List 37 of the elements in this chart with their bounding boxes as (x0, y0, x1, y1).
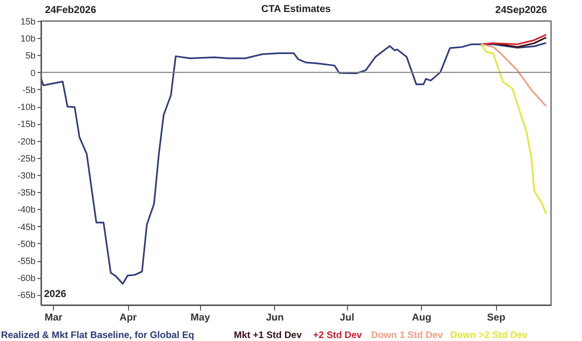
text: Down >2 Std Dev (450, 330, 528, 341)
line-series (480, 43, 547, 214)
x-tick-label: Jun (266, 312, 284, 324)
x-tick-label: May (190, 312, 210, 324)
text: Down 1 Std Dev (371, 330, 444, 341)
y-tick-label: 5b (25, 50, 36, 61)
y-tick-label: -40b (17, 204, 36, 215)
y-tick-label: -35b (17, 188, 36, 198)
text: Realized & Mkt Flat Baseline, for Global Eq (1, 330, 194, 341)
text: +2 Std Dev (313, 330, 363, 341)
x-tick-label: Jul (340, 312, 354, 324)
y-tick-label: -60b (17, 273, 36, 284)
annotation: 2026 (44, 289, 67, 300)
y-tick-label: -10b (17, 102, 36, 112)
text: Mkt +1 Std Dev (234, 330, 302, 341)
chart-title: CTA Estimates (261, 4, 332, 15)
text: 24Feb2026 (45, 5, 97, 16)
y-tick-label: -55b (17, 256, 36, 266)
y-tick-label: -30b (17, 170, 36, 180)
y-tick-label: -45b (17, 222, 36, 232)
y-tick-label: 0 (30, 68, 36, 78)
line-series (40, 42, 547, 285)
y-tick-label: -15b (17, 119, 36, 130)
line-series (480, 43, 547, 107)
y-tick-label: -50b (17, 238, 36, 249)
x-tick-label: Apr (119, 312, 137, 324)
y-tick-label: -5b (22, 84, 36, 95)
x-tick-label: Sep (487, 312, 506, 324)
x-tick-label: Aug (412, 312, 432, 324)
line-series (480, 34, 547, 46)
y-tick-label: 10b (20, 34, 36, 44)
y-tick-label: -20b (17, 136, 36, 146)
y-tick-label: -25b (17, 153, 36, 164)
text: 24Sep2026 (495, 5, 548, 16)
y-tick-label: 15b (20, 16, 36, 26)
y-tick-label: -65b (17, 290, 36, 300)
x-tick-label: Mar (44, 312, 63, 324)
